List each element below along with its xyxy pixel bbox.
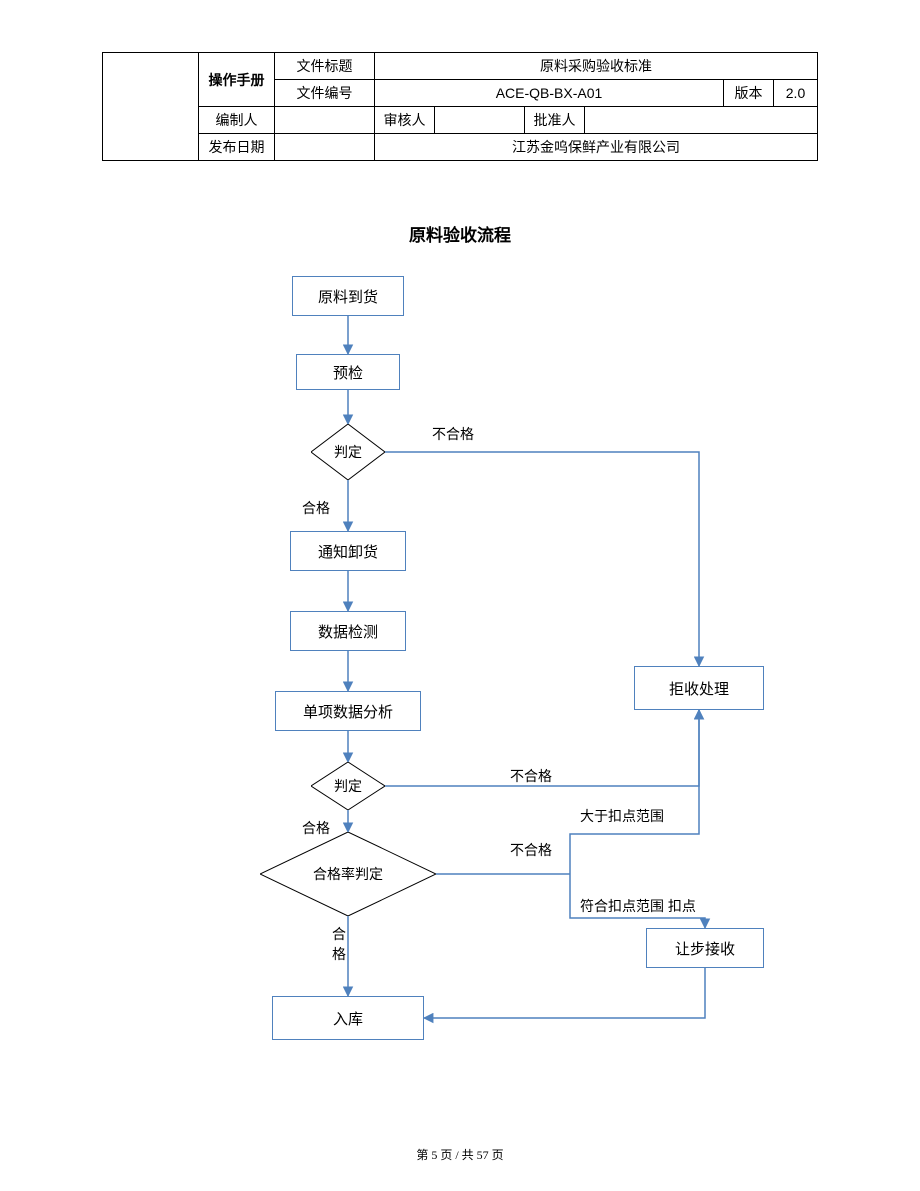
flowchart: 原料到货预检 判定通知卸货数据检测单项数据分析 判定 合格率判定拒收处理让步接收… <box>0 276 920 1076</box>
flow-node-n_store: 入库 <box>272 996 424 1040</box>
doc-title: 原料采购验收标准 <box>375 53 818 80</box>
flow-node-n_precheck: 预检 <box>296 354 400 390</box>
author <box>275 107 375 134</box>
company: 江苏金呜保鲜产业有限公司 <box>375 134 818 161</box>
reviewer-label: 审核人 <box>375 107 435 134</box>
page-footer: 第 5 页 / 共 57 页 <box>0 1146 920 1163</box>
version: 2.0 <box>774 80 818 107</box>
flowchart-connectors <box>0 276 920 1076</box>
reviewer <box>435 107 525 134</box>
edge-label-l_gt_range: 大于扣点范围 <box>580 806 664 826</box>
header-table: 操作手册 文件标题 原料采购验收标准 文件编号 ACE-QB-BX-A01 版本… <box>102 52 818 161</box>
table-row: 编制人 审核人 批准人 <box>103 107 818 134</box>
page: 操作手册 文件标题 原料采购验收标准 文件编号 ACE-QB-BX-A01 版本… <box>0 0 920 1191</box>
edge-label-l1_fail: 不合格 <box>432 424 474 444</box>
approver <box>585 107 818 134</box>
edge-label-l2_fail: 不合格 <box>510 766 552 786</box>
flowchart-title: 原料验收流程 <box>0 221 920 246</box>
flow-decision-d_judge1: 判定 <box>311 424 385 480</box>
approver-label: 批准人 <box>525 107 585 134</box>
edge-label-l_in_range: 符合扣点范围 扣点 <box>580 896 696 916</box>
edge-label-l3_pass1: 合 <box>332 924 346 944</box>
flow-node-n_arrive: 原料到货 <box>292 276 404 316</box>
author-label: 编制人 <box>199 107 275 134</box>
table-row: 操作手册 文件标题 原料采购验收标准 <box>103 53 818 80</box>
edge-label-l1_pass: 合格 <box>302 498 330 518</box>
issue-date-label: 发布日期 <box>199 134 275 161</box>
flow-node-n_concede: 让步接收 <box>646 928 764 968</box>
table-row: 发布日期 江苏金呜保鲜产业有限公司 <box>103 134 818 161</box>
flow-decision-d_rate: 合格率判定 <box>260 832 436 916</box>
edge-label-l3_pass2: 格 <box>332 944 346 964</box>
edge-label-l2_pass: 合格 <box>302 818 330 838</box>
version-label: 版本 <box>724 80 774 107</box>
issue-date <box>275 134 375 161</box>
flow-node-n_reject: 拒收处理 <box>634 666 764 710</box>
doc-no-label: 文件编号 <box>275 80 375 107</box>
flow-node-n_unload: 通知卸货 <box>290 531 406 571</box>
doc-no: ACE-QB-BX-A01 <box>375 80 724 107</box>
flow-node-n_detect: 数据检测 <box>290 611 406 651</box>
manual-label: 操作手册 <box>199 53 275 107</box>
doc-title-label: 文件标题 <box>275 53 375 80</box>
edge-label-l3_fail: 不合格 <box>510 840 552 860</box>
flow-node-n_single: 单项数据分析 <box>275 691 421 731</box>
flow-decision-d_judge2: 判定 <box>311 762 385 810</box>
